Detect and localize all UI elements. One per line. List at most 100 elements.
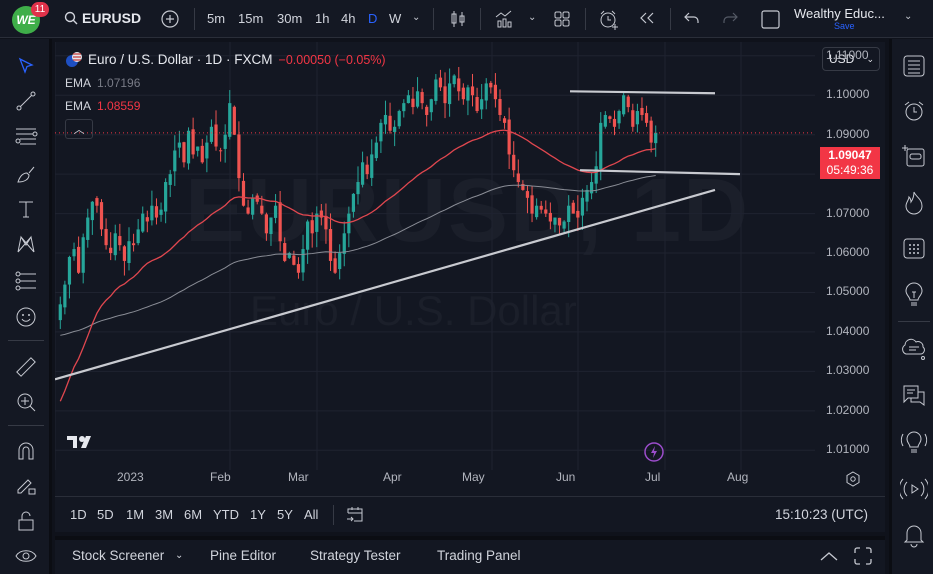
text-tool[interactable] (14, 197, 38, 221)
trendline-tool[interactable] (14, 89, 38, 113)
range-3m[interactable]: 3M (155, 507, 174, 522)
time-label: Jul (645, 470, 661, 484)
layouts-button[interactable] (553, 10, 571, 28)
object-tree-button[interactable] (900, 142, 928, 170)
divider (898, 321, 930, 322)
chart-type-button[interactable] (449, 9, 467, 29)
timeframe-1h[interactable]: 1h (315, 11, 330, 26)
brush-tool[interactable] (14, 162, 38, 186)
ema-slow-legend[interactable]: EMA 1.07196 (65, 76, 141, 90)
chart-pane[interactable]: EURUSD, 1D Euro / U.S. Dollar Euro / U.S… (55, 42, 885, 532)
top-toolbar: WE 11 EURUSD 5m 15m 30m 1h 4h D W ⌄ ⌄ We… (0, 0, 933, 38)
tradingview-logo[interactable] (67, 434, 99, 450)
expand-panel-button[interactable] (819, 549, 839, 563)
alert-button[interactable] (598, 9, 620, 31)
range-1m[interactable]: 1M (126, 507, 145, 522)
undo-button[interactable] (684, 11, 700, 25)
symbol-title[interactable]: Euro / U.S. Dollar · 1D · FXCM (88, 52, 273, 67)
ideas-button[interactable] (900, 281, 928, 309)
range-1d[interactable]: 1D (70, 507, 87, 522)
redo-button[interactable] (722, 11, 738, 25)
alerts-button[interactable] (900, 97, 928, 125)
tab-stock-screener[interactable]: Stock Screener (72, 548, 165, 563)
pattern-tool[interactable] (14, 232, 38, 256)
range-ytd[interactable]: YTD (213, 507, 239, 522)
price-label: 1.10000 (826, 87, 870, 102)
chevron-down-icon[interactable]: ⌄ (904, 11, 913, 22)
timeframe-15m[interactable]: 15m (238, 11, 264, 26)
symbol-search[interactable]: EURUSD (64, 10, 141, 26)
zoom-in-icon (17, 393, 36, 412)
broadcast-bulb-icon (900, 431, 928, 453)
messages-button[interactable] (900, 382, 928, 410)
text-icon (19, 201, 33, 218)
divider (585, 8, 586, 30)
cursor-tool[interactable] (14, 54, 38, 78)
price-label: 1.02000 (826, 402, 870, 417)
flag-eu-us-icon (66, 52, 82, 67)
timeframe-30m[interactable]: 30m (277, 11, 303, 26)
lightning-event-icon[interactable] (644, 442, 664, 462)
chevron-down-icon[interactable]: ⌄ (412, 12, 421, 23)
time-label: Jun (556, 470, 576, 484)
price-chart[interactable] (55, 42, 885, 496)
grid-icon (554, 11, 570, 27)
play-broadcast-icon (900, 478, 928, 500)
save-button[interactable]: Save (834, 21, 855, 31)
timeframe-w[interactable]: W (389, 11, 402, 26)
chevron-down-icon[interactable]: ⌄ (528, 12, 537, 23)
chart-settings-button[interactable] (845, 471, 861, 487)
price-label: 1.09000 (826, 126, 870, 141)
watchlist-button[interactable] (900, 52, 928, 80)
range-6m[interactable]: 6M (184, 507, 203, 522)
bottom-panel: Stock Screener ⌄ Pine Editor Strategy Te… (55, 536, 885, 574)
range-1y[interactable]: 1Y (250, 507, 266, 522)
tab-strategy-tester[interactable]: Strategy Tester (310, 548, 401, 563)
brush-icon (17, 166, 35, 183)
watermark-name: Euro / U.S. Dollar (250, 287, 577, 334)
fire-icon (905, 191, 923, 215)
hotlists-button[interactable] (900, 189, 928, 217)
fullscreen-toggle-button[interactable] (761, 10, 780, 29)
notifications-button[interactable] (900, 521, 928, 549)
range-5d[interactable]: 5D (97, 507, 114, 522)
fib-tool[interactable] (14, 125, 38, 149)
collapse-legend-button[interactable]: ︿ (65, 119, 93, 139)
range-all[interactable]: All (304, 507, 319, 522)
timeframe-d[interactable]: D (368, 11, 378, 26)
range-5y[interactable]: 5Y (277, 507, 293, 522)
price-label: 1.07000 (826, 205, 870, 220)
alarm-clock-icon (904, 101, 924, 121)
live-button[interactable] (900, 475, 928, 503)
maximize-panel-button[interactable] (853, 546, 873, 566)
utc-clock[interactable]: 15:10:23 (UTC) (775, 507, 869, 522)
chats-button[interactable] (900, 335, 928, 363)
layout-name[interactable]: Wealthy Educ... (794, 6, 885, 21)
emoji-tool[interactable] (14, 305, 38, 329)
chevron-down-icon[interactable]: ⌄ (175, 550, 184, 561)
gear-icon (846, 471, 860, 487)
replay-button[interactable] (638, 11, 656, 25)
hide-drawings-tool[interactable] (14, 544, 38, 568)
magnet-tool[interactable] (14, 439, 38, 463)
calendar-button[interactable] (900, 234, 928, 262)
currency-select[interactable]: USD ⌄ (822, 47, 880, 71)
lock-drawing-tool[interactable] (14, 474, 38, 498)
compare-add-button[interactable] (160, 9, 180, 29)
timeframe-4h[interactable]: 4h (341, 11, 356, 26)
timeframe-5m[interactable]: 5m (207, 11, 226, 26)
zoom-in-tool[interactable] (14, 390, 38, 414)
tab-pine-editor[interactable]: Pine Editor (210, 548, 277, 563)
measure-tool[interactable] (14, 355, 38, 379)
goto-date-button[interactable] (345, 505, 365, 525)
prediction-tool[interactable] (14, 269, 38, 293)
maximize-icon (854, 547, 872, 565)
calendar-icon (903, 238, 925, 259)
lock-all-tool[interactable] (14, 509, 38, 533)
ema-fast-legend[interactable]: EMA 1.08559 (65, 99, 141, 113)
indicators-button[interactable] (494, 9, 514, 29)
divider (433, 8, 434, 30)
streams-button[interactable] (900, 428, 928, 456)
price-change: −0.00050 (−0.05%) (278, 52, 386, 67)
tab-trading-panel[interactable]: Trading Panel (437, 548, 521, 563)
